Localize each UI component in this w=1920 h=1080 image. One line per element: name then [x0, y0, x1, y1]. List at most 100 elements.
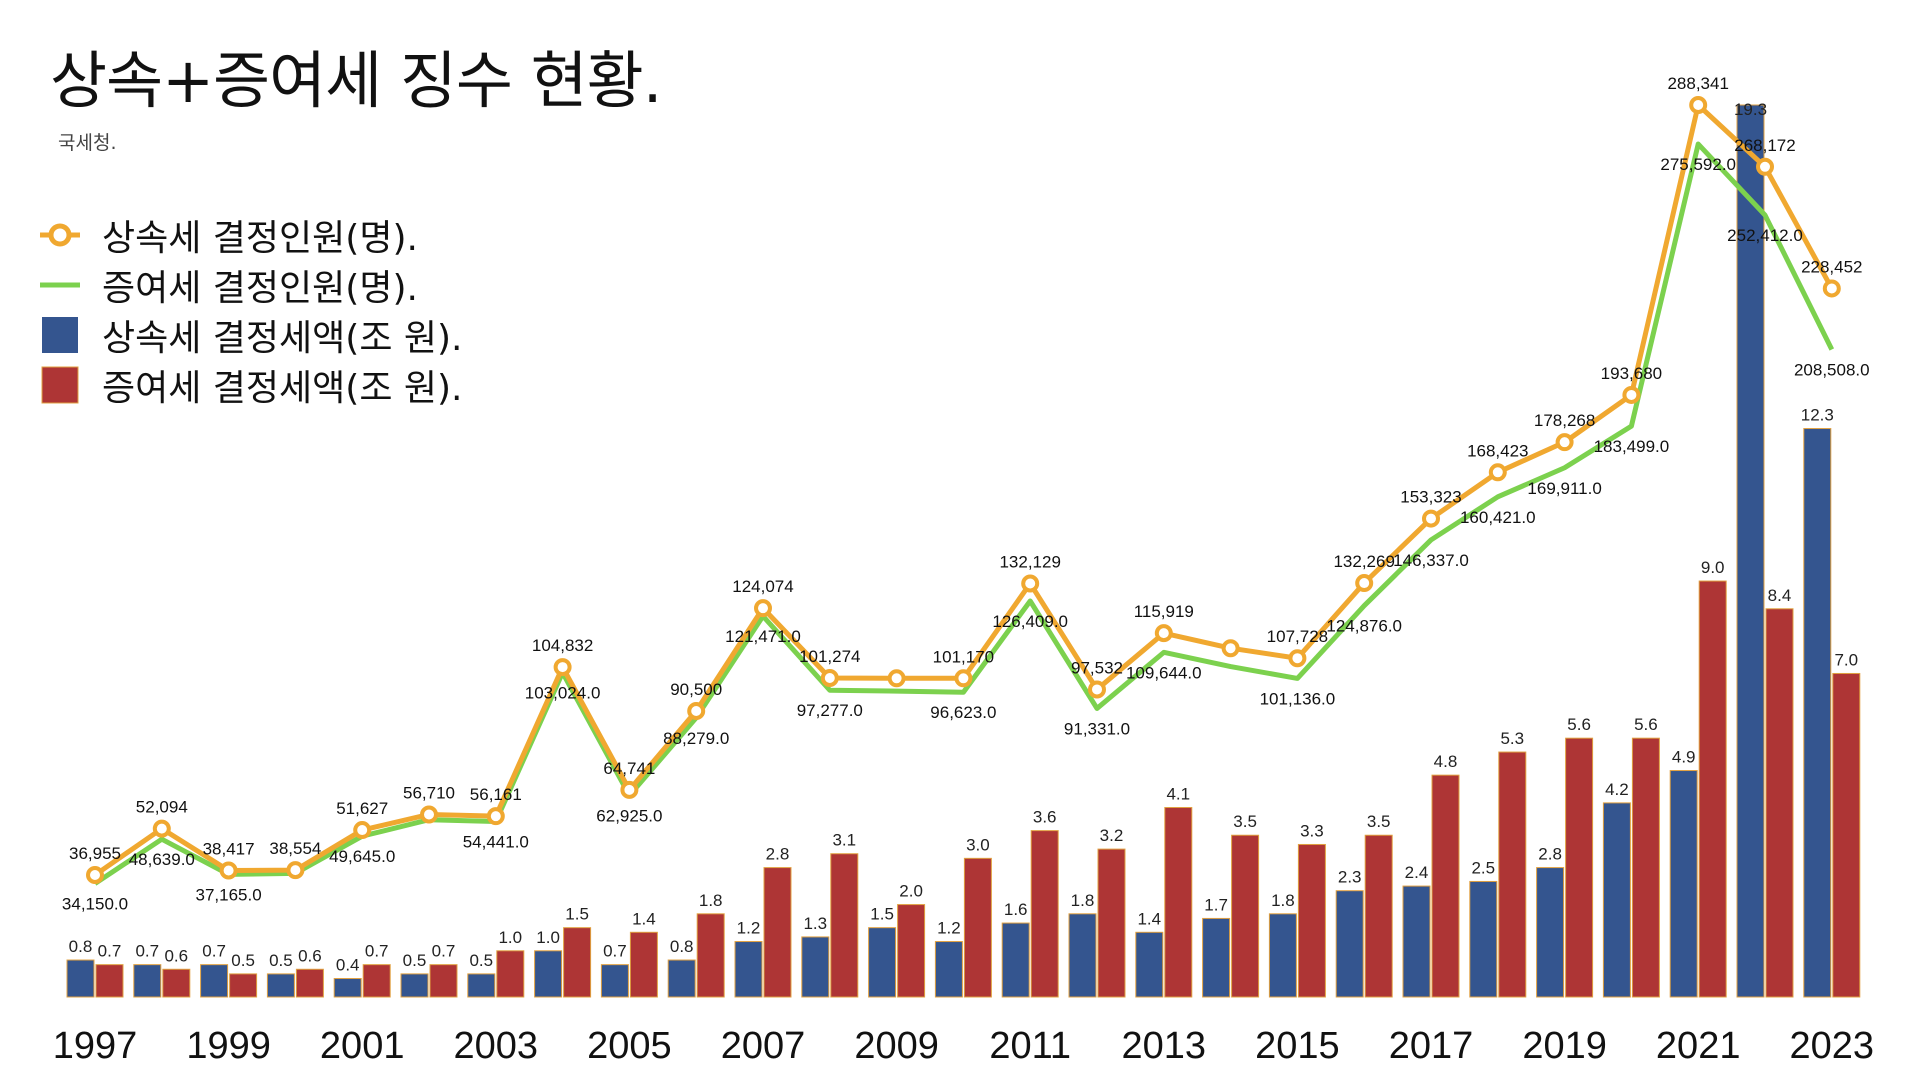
inheritance-persons-label: 56,710	[403, 783, 455, 802]
bar-value-label: 5.6	[1567, 715, 1591, 734]
gift-amount-bar	[1364, 834, 1393, 998]
bar-value-label: 3.1	[832, 831, 856, 850]
bar-value-label: 0.7	[98, 942, 122, 961]
x-axis: 1997 1999 2001 2003 2005 2007 2009 2011 2013 2015…	[53, 1025, 1874, 1067]
bar-value-label: 1.7	[1204, 895, 1228, 914]
bar-value-label: 1.5	[565, 905, 589, 924]
gift-amount-bar	[830, 853, 859, 998]
inheritance-persons-marker	[1088, 680, 1106, 699]
inheritance-amount-bar	[400, 973, 429, 998]
bar-label-group: 0.8 0.7 0.7 0.6 0.7 0.5 0.5 0.6 0.4 0.7 0.5 0.7 0.5 1…	[69, 100, 1858, 975]
bar-value-label: 1.3	[803, 914, 827, 933]
gift-amount-bar	[162, 968, 191, 998]
inheritance-persons-marker	[1154, 624, 1173, 643]
inheritance-persons-label: 97,532	[1071, 658, 1123, 677]
gift-amount-bar	[1431, 774, 1460, 998]
red-square-icon	[40, 365, 80, 405]
inheritance-amount-bar	[266, 973, 295, 998]
bar-value-label: 4.2	[1605, 780, 1629, 799]
blue-bar-group	[66, 104, 1832, 998]
legend-item-inheritance-persons[interactable]: 상속세 결정인원(명).	[40, 210, 463, 260]
gift-persons-label: 88,279.0	[663, 729, 729, 748]
x-tick-label: 2023	[1790, 1025, 1875, 1067]
gift-amount-bar	[763, 867, 792, 998]
inheritance-persons-label: 64,741	[603, 759, 655, 778]
x-tick-label: 2015	[1255, 1025, 1340, 1067]
inheritance-persons-marker	[1622, 385, 1641, 404]
bar-value-label: 7.0	[1834, 650, 1858, 669]
inheritance-amount-bar	[66, 959, 95, 998]
bar-value-label: 2.3	[1338, 868, 1362, 887]
inheritance-amount-bar	[868, 927, 897, 998]
point-label-group: 36,955 52,094 38,417 38,554 51,627 56,710 56,1…	[62, 74, 1870, 914]
inheritance-amount-bar	[200, 964, 229, 998]
inheritance-persons-label: 115,919	[1134, 602, 1194, 621]
gift-persons-label: 48,639.0	[129, 850, 195, 869]
gift-amount-bar	[1698, 580, 1727, 998]
bar-value-label: 2.4	[1405, 863, 1429, 882]
inheritance-persons-label: 38,417	[203, 840, 255, 859]
gift-persons-label: 146,337.0	[1393, 551, 1469, 570]
inheritance-persons-label: 228,452	[1801, 257, 1862, 276]
bar-value-label: 3.3	[1300, 821, 1324, 840]
bar-value-label: 4.9	[1672, 748, 1696, 767]
gift-persons-label: 169,911.0	[1527, 479, 1601, 498]
x-tick-label: 2009	[854, 1025, 939, 1067]
bar-value-label: 5.3	[1500, 729, 1524, 748]
bar-value-label: 3.0	[966, 835, 990, 854]
bar-value-label: 0.6	[298, 946, 322, 965]
gift-persons-label: 37,165.0	[196, 885, 262, 904]
inheritance-amount-bar	[734, 941, 763, 998]
inheritance-persons-label: 178,268	[1534, 411, 1595, 430]
bar-value-label: 1.4	[1137, 909, 1161, 928]
gift-persons-label: 109,644.0	[1126, 663, 1202, 682]
blue-square-icon	[40, 315, 80, 355]
inheritance-persons-label: 193,680	[1601, 364, 1662, 383]
legend-item-gift-amount[interactable]: 증여세 결정세액(조 원).	[40, 360, 463, 410]
gift-amount-bar	[696, 913, 725, 998]
inheritance-persons-marker	[1221, 639, 1240, 658]
legend-item-gift-persons[interactable]: 증여세 결정인원(명).	[40, 260, 463, 310]
bar-value-label: 0.7	[432, 942, 456, 961]
inheritance-persons-label: 90,500	[670, 680, 722, 699]
inheritance-persons-marker	[954, 669, 973, 688]
inheritance-amount-bar	[1536, 867, 1565, 998]
bar-value-label: 3.2	[1100, 826, 1124, 845]
x-tick-label: 2011	[989, 1025, 1071, 1067]
bar-value-label: 0.4	[336, 956, 360, 975]
x-tick-label: 1997	[53, 1025, 138, 1067]
legend-label: 상속세 결정인원(명).	[102, 218, 418, 259]
inheritance-persons-marker	[887, 669, 906, 688]
bar-value-label: 0.8	[670, 937, 694, 956]
gift-persons-label: 275,592.0	[1660, 155, 1736, 174]
x-tick-label: 2003	[454, 1025, 539, 1067]
gift-amount-bar	[1765, 608, 1794, 998]
inheritance-persons-marker	[219, 861, 238, 880]
gift-amount-bar	[1498, 751, 1527, 998]
inheritance-persons-label: 101,170	[933, 647, 994, 666]
gift-amount-bar	[295, 968, 324, 998]
x-tick-label: 2007	[721, 1025, 806, 1067]
bar-value-label: 0.7	[202, 942, 226, 961]
bar-value-label: 1.5	[870, 905, 894, 924]
gift-persons-label: 103,024.0	[525, 684, 601, 703]
legend-label: 상속세 결정세액(조 원).	[102, 318, 463, 359]
inheritance-persons-label: 107,728	[1267, 627, 1328, 646]
x-tick-label: 2019	[1522, 1025, 1607, 1067]
orange-line-group	[86, 96, 1841, 884]
inheritance-amount-bar	[1669, 770, 1698, 998]
bar-value-label: 1.8	[699, 891, 723, 910]
inheritance-persons-label: 56,161	[470, 785, 522, 804]
bar-value-label: 19.3	[1734, 100, 1767, 119]
legend-item-inheritance-amount[interactable]: 상속세 결정세액(조 원).	[40, 310, 463, 360]
inheritance-persons-marker	[1422, 509, 1440, 528]
gift-amount-bar	[1565, 737, 1594, 998]
gift-amount-bar	[229, 973, 258, 998]
inheritance-amount-bar	[1135, 931, 1164, 998]
inheritance-amount-bar	[934, 941, 963, 998]
bar-value-label: 0.5	[231, 951, 255, 970]
inheritance-amount-bar	[467, 973, 496, 998]
inheritance-persons-label: 51,627	[336, 799, 388, 818]
gift-persons-label: 160,421.0	[1460, 508, 1536, 527]
gift-amount-bar	[629, 931, 658, 998]
